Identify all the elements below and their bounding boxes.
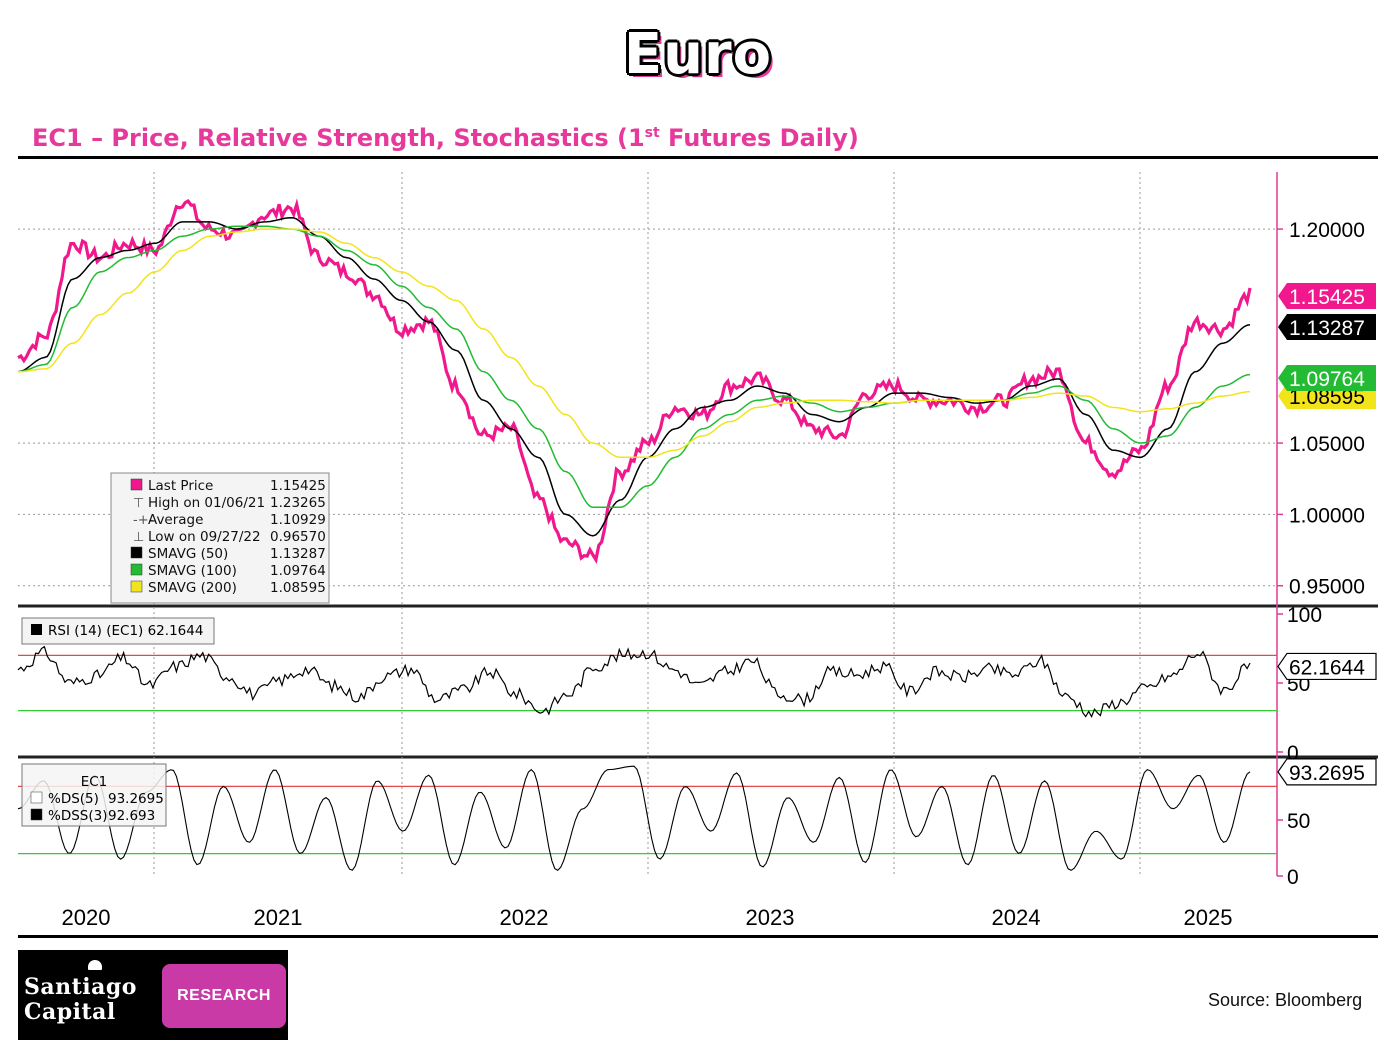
bottom-rule	[18, 935, 1378, 938]
legend-marker	[130, 563, 143, 576]
price-legend-box	[110, 472, 330, 604]
legend-label: Last Price	[148, 478, 213, 494]
stoch-last-label: 93.2695	[1289, 762, 1365, 785]
price-tick-label: 1.05000	[1289, 433, 1365, 456]
legend-label: SMAVG (100)	[148, 563, 237, 579]
price-series-smavg-200-	[18, 228, 1251, 459]
legend-label: SMAVG (200)	[148, 580, 237, 596]
legend-value: 1.09764	[270, 563, 326, 579]
logo-line-1: Santiago	[24, 974, 137, 1000]
price-series-smavg-50-	[17, 216, 1251, 537]
legend-label: Average	[148, 512, 203, 528]
stoch-tick-label: 0	[1287, 866, 1299, 889]
legend-symbol: ⊤	[133, 496, 144, 511]
year-label: 2022	[500, 905, 549, 930]
rsi-legend-marker	[31, 624, 42, 635]
legend-marker	[130, 478, 143, 491]
year-label: 2020	[62, 905, 111, 930]
source-note: Source: Bloomberg	[1208, 990, 1363, 1010]
legend-label: SMAVG (50)	[148, 546, 228, 562]
stoch-legend-value: 92.693	[108, 808, 155, 824]
rsi-last-label: 62.1644	[1289, 656, 1365, 679]
legend-value: 1.15425	[270, 478, 326, 494]
legend-label: High on 01/06/21	[148, 495, 265, 511]
legend-symbol: -+-	[133, 513, 154, 528]
year-label: 2021	[254, 905, 303, 930]
stoch-legend-box	[21, 763, 167, 827]
rsi-legend-label: RSI (14) (EC1) 62.1644	[48, 623, 203, 639]
last-value-tag	[1278, 365, 1376, 391]
chart-subtitle: EC1 – Price, Relative Strength, Stochast…	[32, 124, 859, 152]
stoch-legend-title: EC1	[81, 774, 108, 790]
rsi-last-tag	[1277, 652, 1377, 681]
price-series-last-price	[17, 198, 1252, 564]
stoch-last-tag	[1277, 758, 1377, 786]
stoch-tick-label: 50	[1287, 810, 1310, 833]
price-tick-label: 1.00000	[1289, 504, 1365, 527]
legend-label: Low on 09/27/22	[148, 529, 261, 545]
year-label: 2023	[746, 905, 795, 930]
legend-value: 0.96570	[270, 529, 326, 545]
stoch-legend-marker	[30, 808, 43, 821]
shell-icon	[88, 960, 102, 970]
page-title: Euro	[623, 22, 773, 87]
legend-value: 1.08595	[270, 580, 326, 596]
logo-badge: RESEARCH	[162, 964, 286, 1028]
legend-marker	[130, 546, 143, 559]
rsi-tick-label: 0	[1287, 742, 1299, 765]
price-series-smavg-100-	[17, 225, 1251, 509]
logo-line-2: Capital	[24, 999, 116, 1025]
last-value-tag	[1278, 283, 1376, 309]
stoch-legend-marker	[30, 791, 43, 804]
legend-symbol: ⊥	[133, 530, 144, 545]
legend-value: 1.23265	[270, 495, 326, 511]
legend-marker	[130, 580, 143, 593]
rsi-series	[17, 645, 1251, 718]
rsi-legend-box	[21, 617, 215, 645]
price-tick-label: 1.20000	[1289, 219, 1365, 242]
top-rule	[18, 156, 1378, 159]
stoch-legend-label: %DSS(3)	[48, 808, 107, 824]
stoch-legend-value: 93.2695	[108, 791, 164, 807]
price-tick-label: 0.95000	[1289, 576, 1365, 599]
stoch-series	[17, 765, 1251, 871]
year-label: 2025	[1184, 905, 1233, 930]
last-value-label: 1.13287	[1289, 317, 1365, 340]
last-value-tag	[1278, 314, 1376, 340]
legend-value: 1.10929	[270, 512, 326, 528]
santiago-capital-logo: Santiago Capital RESEARCH	[18, 950, 288, 1040]
last-value-label: 1.15425	[1289, 286, 1365, 309]
last-value-label: 1.08595	[1289, 386, 1365, 409]
year-label: 2024	[992, 905, 1041, 930]
legend-value: 1.13287	[270, 546, 326, 562]
rsi-tick-label: 100	[1287, 604, 1322, 627]
last-value-label: 1.09764	[1289, 368, 1365, 391]
stoch-legend-label: %DS(5)	[48, 791, 99, 807]
